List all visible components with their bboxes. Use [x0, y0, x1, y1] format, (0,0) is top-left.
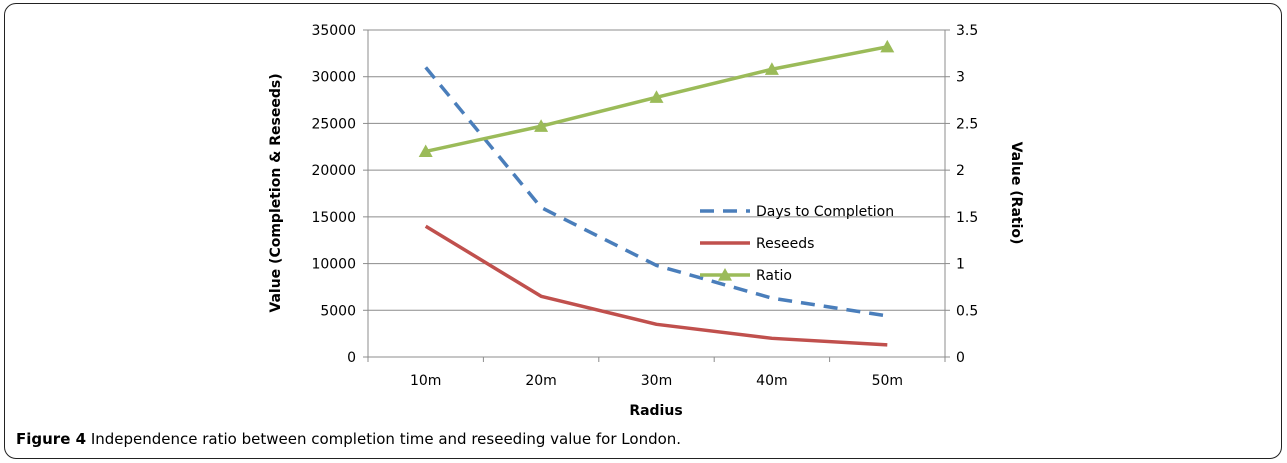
y-tick-labels: 0 5000 10000 15000 20000 25000 30000 35000 [311, 23, 356, 366]
y2-tick-label: 2.5 [956, 116, 978, 132]
x-axis-title: Radius [629, 403, 682, 419]
y-tick-label: 20000 [311, 163, 356, 179]
legend-label-days-to-completion: Days to Completion [756, 204, 894, 220]
legend-label-ratio: Ratio [756, 268, 792, 284]
series-marker-ratio [534, 119, 549, 132]
x-tick-label: 50m [872, 373, 903, 389]
legend-label-reseeds: Reseeds [756, 236, 814, 252]
x-tick-label: 30m [641, 373, 672, 389]
grid-lines [368, 29, 945, 358]
series-marker-ratio [649, 90, 664, 103]
chart: 0 5000 10000 15000 20000 25000 30000 35000 0 0.5… [268, 23, 1024, 419]
y2-axis-title: Value (Ratio) [1008, 142, 1024, 245]
y-tick-label: 5000 [320, 303, 356, 319]
figure-frame [4, 3, 1282, 459]
y2-tick-label: 1 [956, 257, 965, 273]
y-tick-label: 0 [347, 350, 356, 366]
y-tick-label: 30000 [311, 70, 356, 86]
y2-tick-label: 0.5 [956, 303, 978, 319]
series-marker-ratio [764, 62, 779, 75]
figure-caption: Figure 4 Independence ratio between comp… [16, 430, 681, 448]
legend: Days to Completion Reseeds Ratio [700, 204, 894, 284]
series-line-days-to-completion [424, 66, 888, 318]
y-tick-label: 10000 [311, 257, 356, 273]
y-tick-label: 25000 [311, 116, 356, 132]
axes [363, 29, 950, 362]
legend-marker-ratio [718, 268, 732, 281]
y2-tick-label: 1.5 [956, 210, 978, 226]
y2-tick-label: 3 [956, 70, 965, 86]
figure-caption-label: Figure 4 [16, 430, 87, 448]
y2-tick-label: 0 [956, 350, 965, 366]
y-tick-label: 15000 [311, 210, 356, 226]
x-tick-label: 10m [410, 373, 441, 389]
series-marker-ratio [418, 144, 433, 158]
figure-caption-text: Independence ratio between completion ti… [86, 430, 682, 448]
y-axis-title: Value (Completion & Reseeds) [268, 73, 284, 312]
series-layer [418, 39, 895, 347]
x-tick-label: 40m [756, 373, 787, 389]
x-tick-label: 20m [525, 373, 556, 389]
series-line-reseeds [424, 224, 888, 347]
x-tick-labels: 10m 20m 30m 40m 50m [410, 373, 903, 389]
y2-tick-label: 2 [956, 163, 965, 179]
y2-tick-labels: 0 0.5 1 1.5 2 2.5 3 3.5 [956, 23, 978, 366]
y-tick-label: 35000 [311, 23, 356, 39]
y2-tick-label: 3.5 [956, 23, 978, 39]
series-marker-ratio [880, 39, 895, 53]
